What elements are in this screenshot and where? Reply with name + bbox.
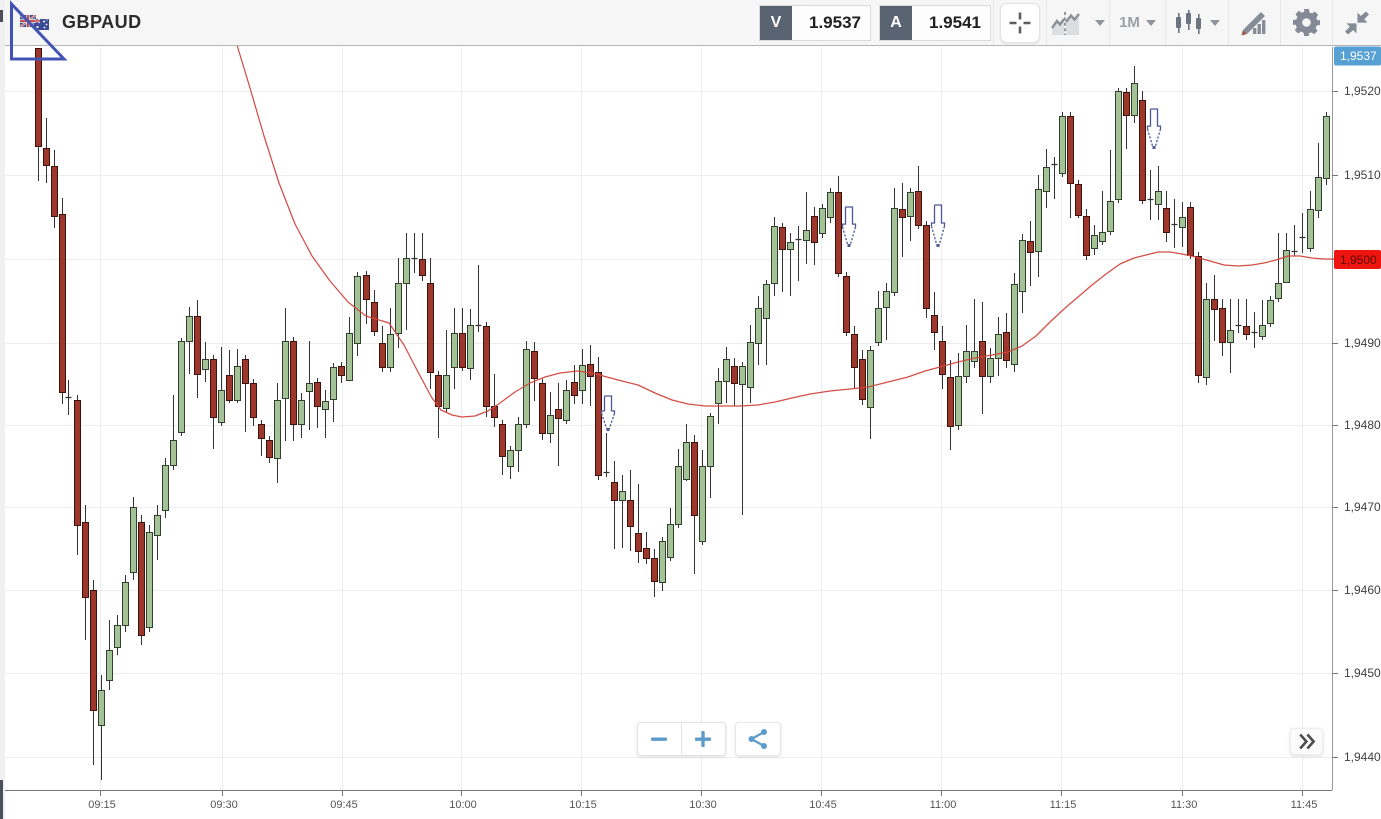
svg-text:10:30: 10:30 xyxy=(689,799,717,811)
svg-text:1,9480: 1,9480 xyxy=(1344,418,1381,432)
svg-text:11:45: 11:45 xyxy=(1291,799,1318,811)
svg-text:10:45: 10:45 xyxy=(809,799,837,811)
svg-text:11:30: 11:30 xyxy=(1171,799,1198,811)
svg-text:1,9500: 1,9500 xyxy=(1340,253,1377,267)
svg-text:10:00: 10:00 xyxy=(449,799,477,811)
svg-text:09:15: 09:15 xyxy=(88,799,116,811)
svg-text:11:00: 11:00 xyxy=(930,799,957,811)
svg-text:1,9470: 1,9470 xyxy=(1344,500,1381,514)
svg-text:1,9450: 1,9450 xyxy=(1344,666,1381,680)
svg-text:1,9490: 1,9490 xyxy=(1344,336,1381,350)
svg-text:10:15: 10:15 xyxy=(569,799,597,811)
svg-text:1,9520: 1,9520 xyxy=(1344,84,1381,98)
svg-text:1,9440: 1,9440 xyxy=(1344,750,1381,764)
svg-text:09:30: 09:30 xyxy=(210,799,238,811)
svg-text:1,9510: 1,9510 xyxy=(1344,168,1381,182)
svg-text:09:45: 09:45 xyxy=(330,799,358,811)
svg-text:1,9537: 1,9537 xyxy=(1340,49,1377,63)
svg-text:11:15: 11:15 xyxy=(1050,799,1077,811)
svg-text:1,9460: 1,9460 xyxy=(1344,583,1381,597)
